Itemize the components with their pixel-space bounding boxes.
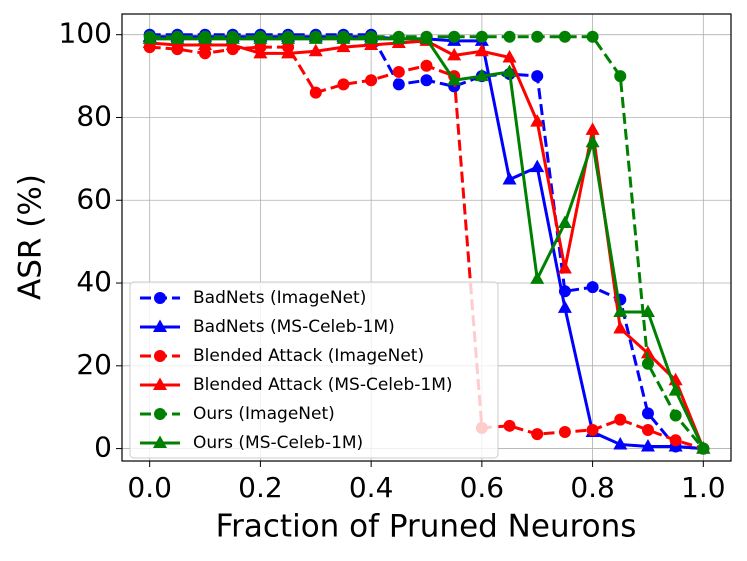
data-point: [475, 30, 488, 43]
x-tick-label: 0.6: [460, 471, 505, 504]
legend-label: BadNets (MS-Celeb-1M): [193, 317, 395, 337]
data-point: [199, 47, 212, 60]
data-point: [281, 45, 296, 59]
x-axis-label: Fraction of Pruned Neurons: [216, 509, 637, 545]
data-point: [392, 78, 405, 91]
data-point: [613, 436, 628, 450]
data-point: [253, 45, 268, 59]
data-point: [558, 30, 571, 43]
data-point: [613, 321, 628, 334]
data-point: [420, 59, 433, 72]
data-point: [448, 30, 461, 43]
data-point: [336, 39, 351, 53]
data-point: [336, 31, 351, 44]
legend-label: BadNets (ImageNet): [193, 288, 366, 308]
data-point: [502, 64, 517, 77]
data-point: [447, 47, 462, 61]
data-point: [474, 68, 489, 82]
data-point: [640, 439, 655, 452]
x-tick-label: 0.4: [349, 471, 394, 504]
y-tick-label: 100: [59, 17, 112, 50]
data-point: [586, 30, 599, 43]
data-point: [557, 215, 572, 229]
legend-marker: [154, 408, 166, 420]
data-point: [669, 409, 682, 422]
legend-marker: [154, 292, 166, 304]
y-axis-label: ASR (%): [13, 174, 49, 300]
legend-label: Ours (MS-Celeb-1M): [193, 433, 363, 453]
data-point: [391, 31, 406, 44]
data-point: [337, 78, 350, 91]
y-tick-label: 60: [76, 182, 112, 215]
data-point: [530, 159, 545, 173]
data-point: [420, 74, 433, 87]
data-point: [308, 43, 323, 57]
legend-box: [129, 281, 499, 459]
data-point: [557, 300, 572, 313]
data-point: [225, 31, 240, 44]
data-point: [641, 407, 654, 420]
x-tick-label: 0.2: [238, 471, 283, 504]
data-point: [392, 65, 405, 78]
data-point: [586, 281, 599, 294]
data-point: [281, 31, 296, 44]
data-point: [309, 86, 322, 99]
data-point: [668, 383, 683, 396]
data-point: [641, 357, 654, 370]
legend-marker: [153, 377, 167, 390]
legend-marker: [153, 319, 167, 332]
data-point: [198, 31, 213, 44]
x-tick-label: 1.0: [681, 471, 726, 504]
data-point: [364, 31, 379, 44]
data-point: [447, 72, 462, 86]
legend-label: Ours (ImageNet): [193, 404, 335, 424]
data-point: [614, 413, 627, 426]
data-point: [170, 31, 185, 44]
data-point: [585, 134, 600, 148]
data-point: [585, 122, 600, 135]
data-point: [530, 271, 545, 284]
data-point: [641, 423, 654, 436]
data-point: [558, 426, 571, 439]
data-point: [586, 423, 599, 436]
data-point: [503, 419, 516, 432]
data-point: [502, 172, 517, 185]
data-point: [696, 441, 711, 454]
data-point: [308, 31, 323, 44]
data-point: [613, 304, 628, 317]
data-point: [531, 30, 544, 43]
data-point: [669, 434, 682, 447]
data-point: [557, 261, 572, 274]
plot-frame: [121, 13, 732, 462]
data-point: [253, 31, 268, 44]
data-point: [474, 43, 489, 57]
data-point: [502, 49, 517, 63]
y-tick-label: 20: [76, 348, 112, 381]
data-point: [503, 30, 516, 43]
legend-label: Blended Attack (MS-Celeb-1M): [193, 375, 453, 395]
data-point: [640, 304, 655, 317]
data-point: [365, 74, 378, 87]
y-tick-label: 0: [94, 431, 112, 464]
y-tick-label: 40: [76, 265, 112, 298]
x-tick-label: 0.0: [127, 471, 172, 504]
x-tick-label: 0.8: [570, 471, 615, 504]
legend-marker: [154, 350, 166, 362]
data-point: [419, 31, 434, 44]
legend-label: Blended Attack (ImageNet): [193, 346, 424, 366]
data-point: [531, 70, 544, 83]
data-point: [530, 114, 545, 127]
y-tick-label: 80: [76, 99, 112, 132]
legend-marker: [153, 435, 167, 448]
data-point: [531, 428, 544, 441]
data-point: [614, 70, 627, 83]
data-point: [142, 31, 157, 44]
